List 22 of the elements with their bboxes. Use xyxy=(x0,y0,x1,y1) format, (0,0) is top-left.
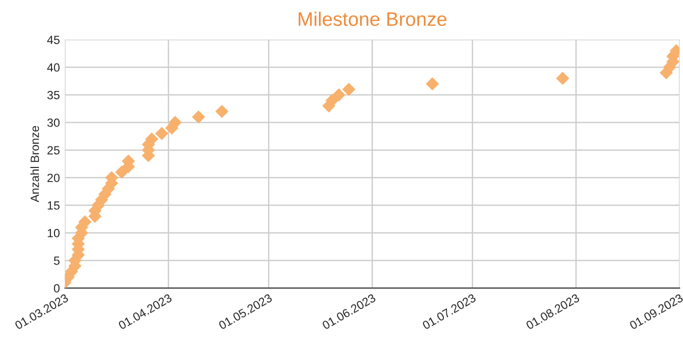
point xyxy=(192,110,206,124)
y-tick-label: 45 xyxy=(47,36,60,44)
point xyxy=(155,126,168,140)
y-tick-label: 35 xyxy=(47,90,60,100)
chart-title: Milestone Bronze xyxy=(298,12,446,26)
point xyxy=(215,104,228,118)
point xyxy=(342,82,356,96)
y-tick-label: 20 xyxy=(47,174,60,182)
y-tick-label: 25 xyxy=(47,146,60,154)
y-tick-label: 40 xyxy=(47,63,60,72)
y-axis-title: Anzahl Bronze xyxy=(30,126,40,202)
point xyxy=(332,88,346,102)
point xyxy=(426,77,439,90)
y-tick-label: 5 xyxy=(54,256,60,265)
y-tick-label: 15 xyxy=(48,201,60,210)
y-tick-label: 30 xyxy=(47,118,60,127)
y-tick-label: 10 xyxy=(48,228,60,238)
point xyxy=(78,215,92,228)
point xyxy=(326,94,339,107)
y-tick-label: 0 xyxy=(54,284,60,292)
point xyxy=(556,72,570,85)
point xyxy=(115,166,128,179)
